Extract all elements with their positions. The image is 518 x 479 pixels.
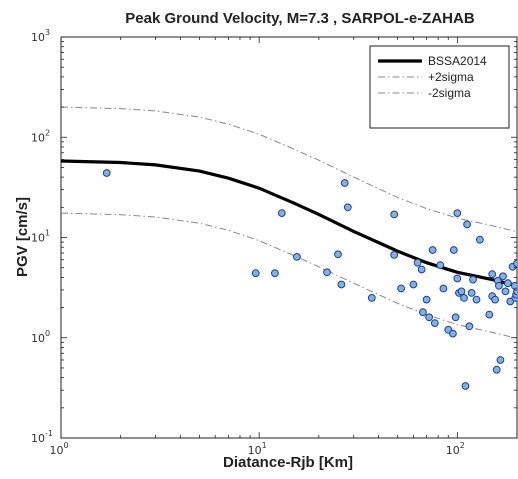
x-tick-label: 101 [248,441,267,457]
data-point [271,269,279,278]
data-point [293,253,301,261]
data-point [453,209,462,218]
data-point [419,308,427,317]
data-point [485,310,494,319]
y-tick-exponent: 2 [45,128,50,137]
y-tick-exponent: 3 [45,28,50,37]
data-point [436,261,445,270]
y-tick-label: 10 [31,332,45,345]
legend-label: -2sigma [428,86,471,100]
data-point [417,265,426,274]
series-line--2sigma [61,106,517,233]
data-point [495,281,503,290]
y-tick-label: 10 [31,131,45,144]
data-point [451,313,460,322]
data-point [492,365,501,374]
x-tick-label: 100 [49,441,68,457]
data-point [334,250,342,259]
legend-label: +2sigma [428,70,474,84]
data-point [367,294,376,302]
y-tick-exponent: -1 [45,429,53,438]
data-point [457,287,466,296]
legend-label: BSSA2014 [428,54,487,68]
x-tick-label: 102 [446,441,465,457]
data-point [449,329,457,338]
data-point [422,295,431,304]
data-point [430,319,439,328]
data-point [337,280,346,289]
data-point [504,279,512,288]
data-point [439,284,448,293]
data-point [425,313,434,322]
data-point [409,280,418,289]
y-tick-label: 10 [31,232,45,245]
x-axis-label: Diatance-Rjb [Km] [223,454,353,471]
data-point [465,322,474,331]
data-point [323,268,331,277]
y-tick-label: 10 [31,31,45,44]
data-point [428,246,437,254]
data-point [488,270,497,279]
data-point [467,289,476,297]
data-point [463,220,472,229]
data-point [343,203,352,212]
data-point [453,274,462,283]
y-tick-label: 10 [31,432,45,445]
data-point [496,356,505,364]
y-tick-exponent: 0 [45,329,50,338]
series-line-bssa2014 [61,159,517,288]
legend: BSSA2014 +2sigma -2sigma [369,45,510,129]
data-point [469,275,477,284]
data-point [413,258,422,267]
data-point [449,246,458,254]
data-point [461,382,470,390]
data-point [491,295,500,304]
data-point [397,284,406,293]
data-point [460,294,468,302]
data-point [501,287,510,296]
data-point [390,210,399,219]
chart-title: Peak Ground Velocity, M=7.3 , SARPOL-e-Z… [125,10,475,27]
data-point [472,295,481,304]
data-point [476,235,484,244]
data-point [499,272,507,281]
series-line--2sigma [61,212,517,339]
data-point [251,269,260,278]
y-tick-exponent: 1 [45,229,50,238]
data-point [102,169,111,177]
data-point [277,209,286,218]
data-point [390,251,399,259]
data-point [340,179,349,187]
y-axis-label: PGV [cm/s] [14,197,31,277]
